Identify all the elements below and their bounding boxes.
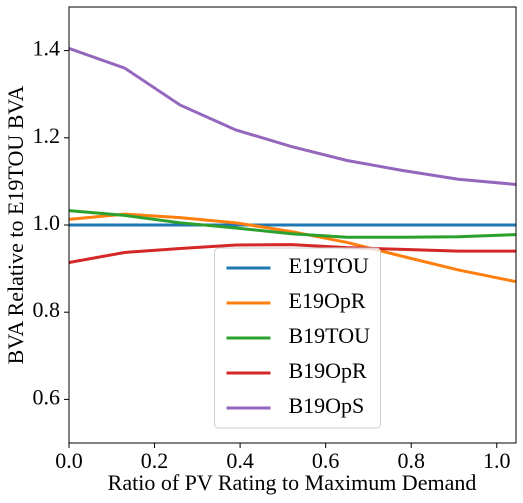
y-tick-label: 0.8 <box>33 297 61 322</box>
x-tick-label: 0.6 <box>312 448 340 473</box>
line-series <box>69 212 516 284</box>
x-axis-label: Ratio of PV Rating to Maximum Demand <box>108 470 477 495</box>
y-tick-label: 1.2 <box>33 123 61 148</box>
legend-label: E19TOU <box>289 253 369 278</box>
legend-label: B19TOU <box>289 323 371 348</box>
x-tick-label: 0.4 <box>226 448 254 473</box>
y-axis-label: BVA Relative to E19TOU BVA <box>3 86 28 365</box>
x-tick-label: 0.2 <box>141 448 169 473</box>
line-series <box>69 47 516 186</box>
y-tick-label: 0.6 <box>33 384 61 409</box>
x-tick-label: 0.0 <box>55 448 83 473</box>
legend-box <box>214 247 381 429</box>
x-tick-label: 1.0 <box>483 448 511 473</box>
x-tick-label: 0.8 <box>397 448 425 473</box>
y-tick-label: 1.0 <box>33 210 61 235</box>
line-series <box>69 243 516 264</box>
y-tick-label: 1.4 <box>33 36 61 61</box>
plot-frame <box>68 6 517 444</box>
legend-label: B19OpR <box>289 358 368 383</box>
legend-label: B19OpS <box>289 393 365 418</box>
legend-label: E19OpR <box>289 288 366 313</box>
line-series <box>69 209 516 239</box>
